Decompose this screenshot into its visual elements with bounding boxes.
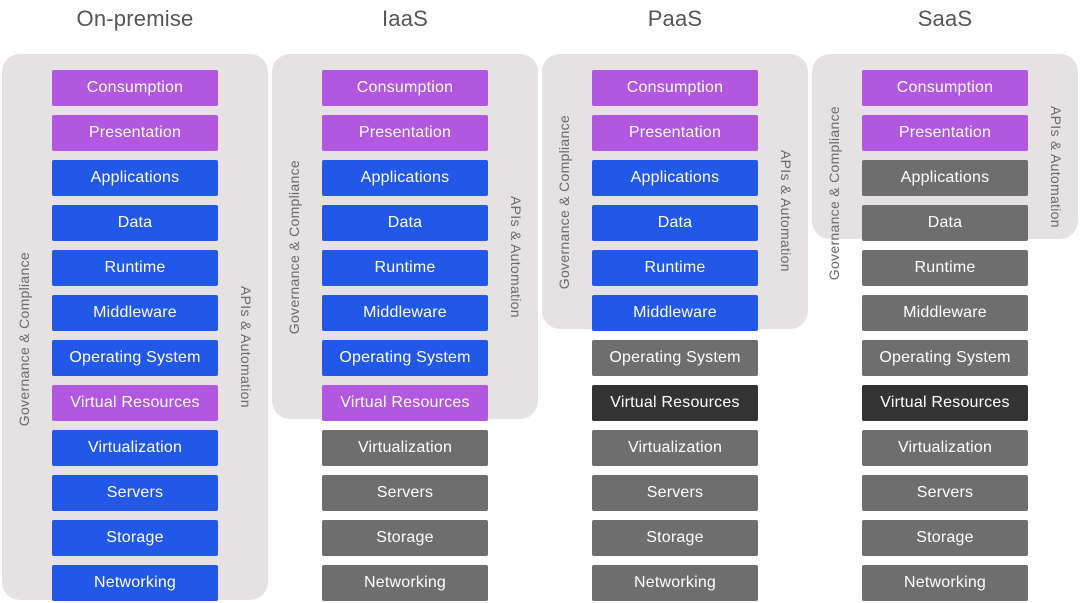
layer-presentation: Presentation — [862, 115, 1028, 151]
layer-data: Data — [862, 205, 1028, 241]
governance-compliance-label: Governance & Compliance — [286, 160, 302, 334]
layer-storage: Storage — [862, 520, 1028, 556]
governance-compliance-label: Governance & Compliance — [556, 115, 572, 289]
layer-applications: Applications — [322, 160, 488, 196]
layer-operating-system: Operating System — [322, 340, 488, 376]
layer-operating-system: Operating System — [52, 340, 218, 376]
apis-automation-label: APIs & Automation — [508, 196, 524, 318]
layer-middleware: Middleware — [592, 295, 758, 331]
layer-operating-system: Operating System — [592, 340, 758, 376]
layer-virtualization: Virtualization — [322, 430, 488, 466]
layer-stack: Consumption Presentation Applications Data R… — [862, 70, 1028, 601]
layer-presentation: Presentation — [592, 115, 758, 151]
layer-storage: Storage — [52, 520, 218, 556]
layer-storage: Storage — [322, 520, 488, 556]
governance-compliance-label: Governance & Compliance — [826, 106, 842, 280]
layer-consumption: Consumption — [52, 70, 218, 106]
layer-middleware: Middleware — [862, 295, 1028, 331]
layer-runtime: Runtime — [52, 250, 218, 286]
layer-presentation: Presentation — [52, 115, 218, 151]
layer-runtime: Runtime — [862, 250, 1028, 286]
layer-applications: Applications — [52, 160, 218, 196]
layer-consumption: Consumption — [592, 70, 758, 106]
layer-servers: Servers — [52, 475, 218, 511]
layer-data: Data — [592, 205, 758, 241]
apis-automation-label: APIs & Automation — [1048, 106, 1064, 228]
apis-automation-label: APIs & Automation — [238, 286, 254, 408]
column-on-premise: On-premise Governance & Compliance APIs & … — [2, 0, 268, 603]
layer-consumption: Consumption — [862, 70, 1028, 106]
cloud-service-models-diagram: On-premise Governance & Compliance APIs & … — [0, 0, 1080, 603]
layer-virtual-resources: Virtual Resources — [862, 385, 1028, 421]
layer-runtime: Runtime — [592, 250, 758, 286]
layer-servers: Servers — [862, 475, 1028, 511]
column-title: PaaS — [648, 6, 703, 32]
layer-presentation: Presentation — [322, 115, 488, 151]
layer-data: Data — [52, 205, 218, 241]
column-title: On-premise — [77, 6, 194, 32]
layer-stack: Consumption Presentation Applications Data R… — [322, 70, 488, 601]
layer-storage: Storage — [592, 520, 758, 556]
layer-consumption: Consumption — [322, 70, 488, 106]
layer-middleware: Middleware — [322, 295, 488, 331]
layer-virtualization: Virtualization — [862, 430, 1028, 466]
layer-virtual-resources: Virtual Resources — [322, 385, 488, 421]
layer-stack: Consumption Presentation Applications Data R… — [52, 70, 218, 601]
column-iaas: IaaS Governance & Compliance APIs & Automa… — [272, 0, 538, 603]
layer-applications: Applications — [862, 160, 1028, 196]
layer-networking: Networking — [592, 565, 758, 601]
column-paas: PaaS Governance & Compliance APIs & Automa… — [542, 0, 808, 603]
column-saas: SaaS Governance & Compliance APIs & Automa… — [812, 0, 1078, 603]
layer-operating-system: Operating System — [862, 340, 1028, 376]
layer-runtime: Runtime — [322, 250, 488, 286]
governance-compliance-label: Governance & Compliance — [16, 252, 32, 426]
layer-virtualization: Virtualization — [592, 430, 758, 466]
layer-virtual-resources: Virtual Resources — [52, 385, 218, 421]
layer-servers: Servers — [592, 475, 758, 511]
layer-virtual-resources: Virtual Resources — [592, 385, 758, 421]
apis-automation-label: APIs & Automation — [778, 150, 794, 272]
layer-stack: Consumption Presentation Applications Data R… — [592, 70, 758, 601]
layer-networking: Networking — [322, 565, 488, 601]
layer-virtualization: Virtualization — [52, 430, 218, 466]
layer-middleware: Middleware — [52, 295, 218, 331]
column-title: SaaS — [918, 6, 973, 32]
layer-servers: Servers — [322, 475, 488, 511]
layer-applications: Applications — [592, 160, 758, 196]
layer-data: Data — [322, 205, 488, 241]
layer-networking: Networking — [862, 565, 1028, 601]
column-title: IaaS — [382, 6, 428, 32]
layer-networking: Networking — [52, 565, 218, 601]
